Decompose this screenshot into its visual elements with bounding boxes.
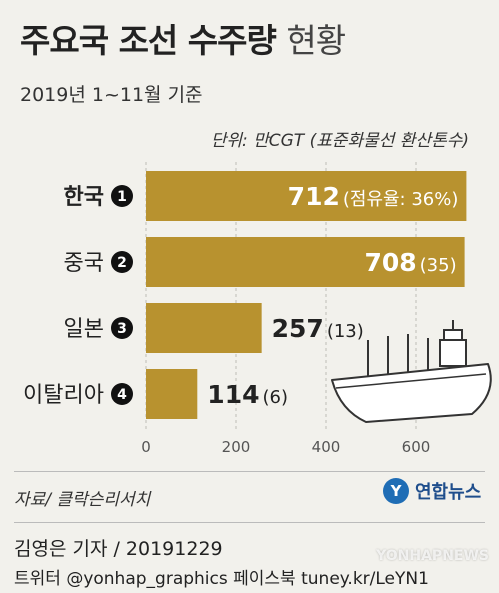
divider-top	[14, 471, 485, 472]
value-label: 712 (점유율: 36%)	[288, 182, 459, 211]
category-label: 중국	[64, 251, 104, 276]
logo-text: 연합뉴스	[415, 482, 482, 503]
bar-2	[146, 237, 465, 287]
bars: 한국 1 712 (점유율: 36%) 중국 2 708 (35) 일본 3 257 (13) 이탈리아…	[23, 171, 467, 419]
divider-bottom	[14, 522, 485, 523]
share-label: (35)	[420, 255, 457, 276]
page-title: 주요국 조선 수주량 현황	[20, 14, 346, 62]
bar-4	[146, 369, 198, 419]
title-tail: 현황	[286, 21, 346, 60]
bar-chart: 0 200 400 600 한국 1 712 (점유율: 36%) 중국 2 708 (35) 일본 3…	[23, 162, 492, 456]
ship-deck-line	[335, 373, 487, 389]
rank-number: 4	[117, 387, 127, 403]
rank-number: 3	[117, 321, 127, 337]
logo-mark-icon: Y	[383, 478, 409, 504]
subtitle: 2019년 1~11월 기준	[20, 84, 203, 106]
logo: Y 연합뉴스	[383, 478, 481, 504]
value-label: 114 (6)	[207, 380, 288, 409]
value-label: 708 (35)	[364, 248, 456, 277]
x-tick-label: 600	[402, 438, 431, 456]
ship-bridge-top	[443, 329, 463, 341]
title-main: 주요국 조선 수주량	[20, 21, 277, 60]
share-label: (점유율: 36%)	[343, 189, 459, 210]
value-number: 708	[364, 248, 416, 277]
share-label: (13)	[327, 321, 364, 342]
rank-badge-1	[111, 185, 133, 207]
ship-hull	[331, 363, 492, 423]
bar-1	[146, 171, 467, 221]
x-tick-label: 200	[222, 438, 251, 456]
bar-3	[146, 303, 262, 353]
category-label: 한국	[64, 185, 104, 210]
value-number: 257	[272, 314, 324, 343]
ship-illustration	[331, 320, 492, 423]
rank-badge-2	[111, 251, 133, 273]
social-line: 트위터 @yonhap_graphics 페이스북 tuney.kr/LeYN1	[14, 569, 429, 589]
value-number: 114	[207, 380, 259, 409]
reporter-line: 김영은 기자 / 20191229	[14, 538, 223, 560]
value-label: 257 (13)	[272, 314, 364, 343]
x-tick-label: 400	[312, 438, 341, 456]
share-label: (6)	[262, 387, 288, 408]
value-number: 712	[288, 182, 340, 211]
category-label: 이탈리아	[23, 383, 104, 408]
category-label: 일본	[64, 317, 104, 342]
watermark: YONHAPNEWS	[376, 548, 489, 564]
source-note: 자료/ 클락슨리서치	[14, 490, 151, 510]
ship-bridge	[439, 339, 467, 367]
x-tick-label: 0	[141, 438, 151, 456]
rank-number: 2	[117, 255, 127, 271]
rank-badge-4	[111, 383, 133, 405]
unit-note: 단위: 만CGT (표준화물선 환산톤수)	[210, 131, 469, 151]
rank-number: 1	[117, 189, 127, 205]
rank-badge-3	[111, 317, 133, 339]
